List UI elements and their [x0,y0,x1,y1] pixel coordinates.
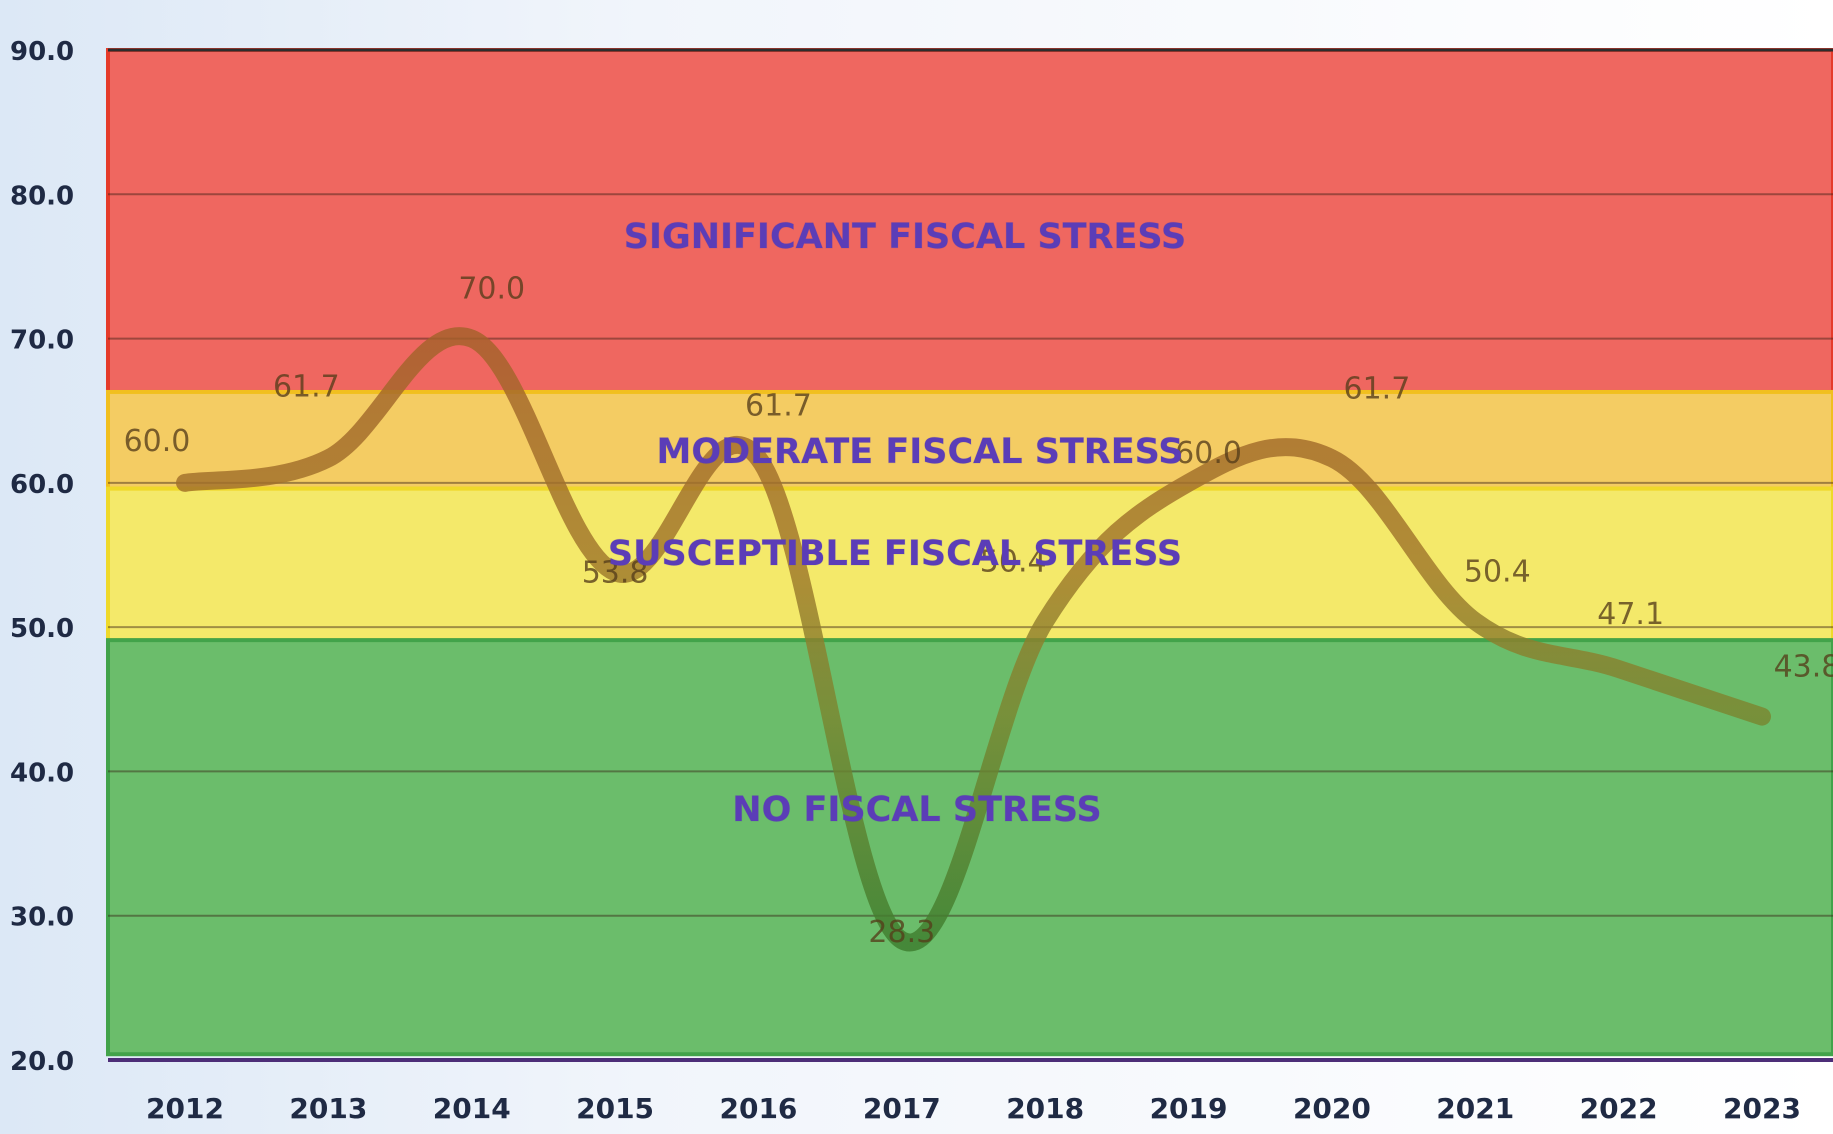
data-point-2019 [1188,482,1190,484]
y-tick-label: 40.0 [10,758,74,788]
x-tick-label: 2014 [433,1092,511,1125]
band-label: NO FISCAL STRESS [732,790,1101,830]
band-1 [106,48,1833,394]
x-tick-label: 2017 [863,1092,941,1125]
series-line-layer [176,327,1771,952]
x-tick-label: 2012 [146,1092,224,1125]
x-tick-label: 2020 [1293,1092,1371,1125]
band-label: SUSCEPTIBLE FISCAL STRESS [608,534,1182,574]
x-tick-label: 2015 [576,1092,654,1125]
gridlines [108,193,1833,917]
axes: 20.0 30.0 40.0 50.0 60.0 70.0 80.0 90.0 2012 2013… [10,37,1833,1125]
y-tick-label: 50.0 [10,614,74,644]
band-3 [106,486,1833,643]
data-point-2018 [1044,620,1046,622]
data-label: 61.7 [745,388,812,423]
data-label: 28.3 [868,915,935,950]
data-point-2023 [1761,716,1763,718]
band-labels: SIGNIFICANT FISCAL STRESS MODERATE FISCAL… [607,217,1187,831]
band-label: SIGNIFICANT FISCAL STRESS [624,217,1187,257]
y-tick-label: 80.0 [10,181,74,211]
data-label: 50.4 [980,544,1047,579]
data-label: 50.4 [1464,554,1531,589]
y-tick-label: 70.0 [10,326,74,356]
y-tick-label: 30.0 [10,903,74,933]
x-tick-label: 2013 [289,1092,367,1125]
data-point-2013 [327,457,329,459]
data-label: 61.7 [1344,371,1411,406]
data-label: 43.8 [1774,650,1833,685]
data-point-2014 [471,338,473,340]
data-label: 47.1 [1597,597,1664,632]
data-point-2012 [184,482,186,484]
series-line [176,327,1771,952]
x-tick-label: 2018 [1006,1092,1084,1125]
x-tick-label: 2021 [1436,1092,1514,1125]
data-point-2021 [1474,620,1476,622]
y-tick-label: 60.0 [10,470,74,500]
data-point-2020 [1331,457,1333,459]
band-2 [106,389,1833,491]
x-tick-label: 2023 [1723,1092,1801,1125]
data-labels: 60.0 61.7 70.0 53.8 61.7 28.3 50.4 60.0 61.7 50.4… [124,272,1833,951]
data-label: 70.0 [458,272,525,307]
band-label: MODERATE FISCAL STRESS [656,432,1183,472]
y-tick-label: 20.0 [10,1047,74,1077]
y-tick-label: 90.0 [10,37,74,67]
data-label: 61.7 [273,369,340,404]
x-tick-label: 2016 [719,1092,797,1125]
data-label: 53.8 [582,555,649,590]
x-tick-label: 2022 [1580,1092,1658,1125]
data-point-2022 [1618,668,1620,670]
x-tick-label: 2019 [1150,1092,1228,1125]
data-label: 60.0 [124,424,191,459]
data-label: 60.0 [1175,436,1242,471]
